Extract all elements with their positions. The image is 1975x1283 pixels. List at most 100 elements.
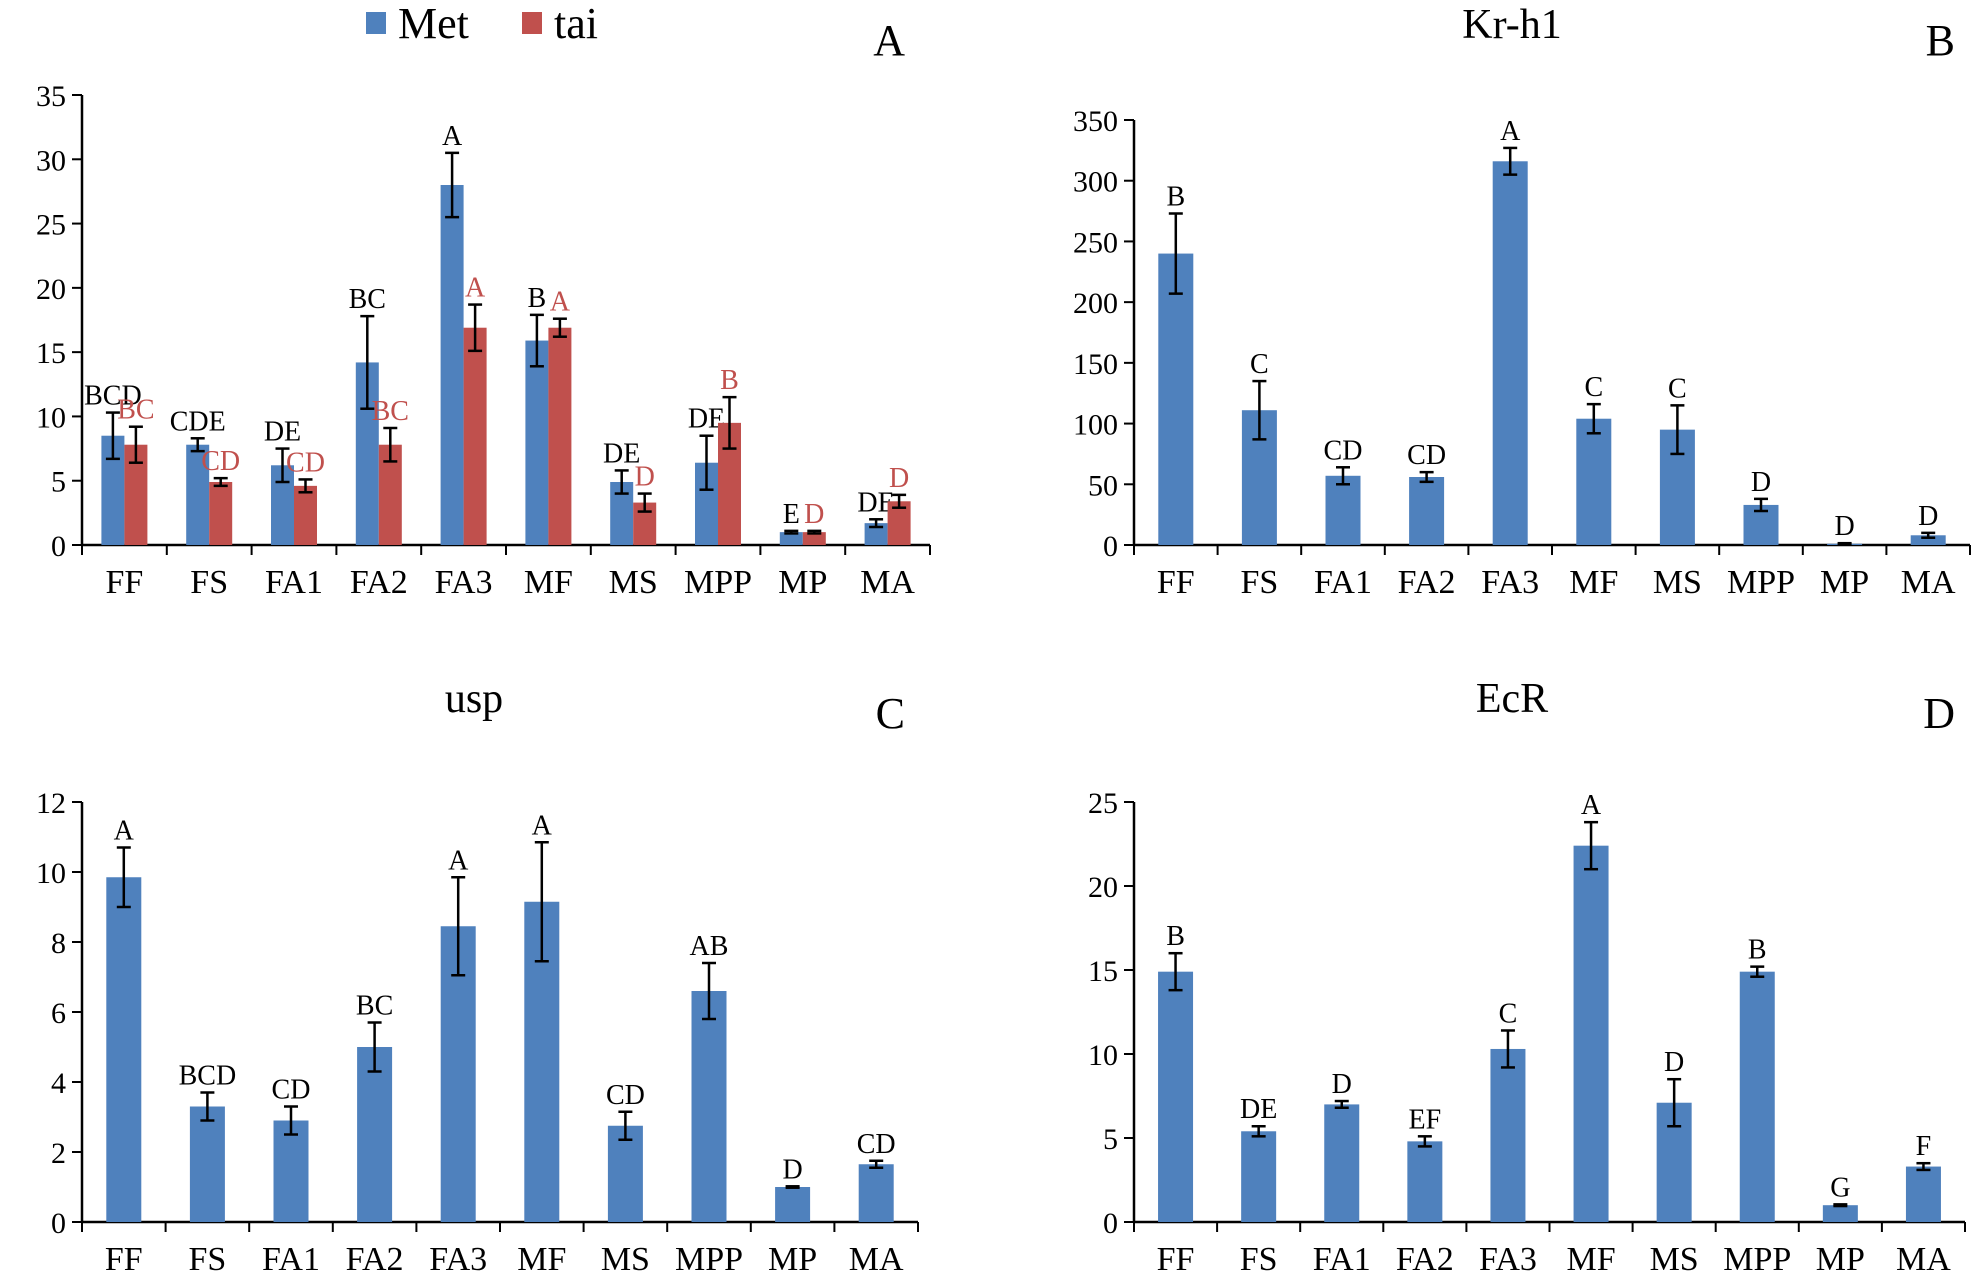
data-label: C [1668,373,1687,404]
x-tick-label: MA [1896,1241,1951,1278]
bar [273,1120,309,1222]
data-label: B [528,283,547,314]
y-tick-label: 5 [51,466,66,499]
x-tick-label: MPP [1727,564,1795,601]
bar [1739,971,1775,1222]
data-label: EF [1409,1104,1442,1135]
data-label: DE [603,438,640,469]
bar [610,482,634,545]
bar [1492,161,1528,546]
x-tick-label: FA1 [262,1241,320,1278]
y-tick-label: 0 [51,530,66,563]
bar [357,1047,393,1222]
legend-swatch-met [366,12,386,34]
bar [106,877,142,1222]
panel-letter: A [873,16,905,65]
data-label: B [1166,921,1185,952]
x-tick-label: MP [778,564,827,601]
panel-title: EcR [1476,676,1548,722]
data-label: D [1834,511,1854,542]
x-tick-label: FS [1240,564,1278,601]
panel-letter: D [1923,689,1955,738]
x-tick-label: MA [849,1241,904,1278]
x-tick-label: FF [1157,1241,1195,1278]
x-tick-label: MA [1901,564,1956,601]
x-tick-label: MS [609,564,658,601]
y-tick-label: 8 [51,927,66,960]
bar [1325,475,1361,545]
data-label: CD [1407,440,1446,471]
y-tick-label: 350 [1073,105,1118,138]
data-label: CD [606,1080,645,1111]
bar [858,1164,894,1222]
data-label: A [448,845,469,876]
y-tick-label: 300 [1073,166,1118,199]
data-label: BC [356,991,393,1022]
y-tick-label: 15 [36,337,66,370]
y-tick-label: 2 [51,1137,66,1170]
bar [463,327,487,545]
data-label: BC [349,284,386,315]
y-tick-label: 10 [1088,1039,1118,1072]
bar [209,482,233,545]
data-label: C [1584,372,1603,403]
y-tick-label: 0 [51,1207,66,1240]
y-tick-label: 250 [1073,226,1118,259]
x-tick-label: FA1 [265,564,323,601]
data-label: D [804,499,824,530]
y-tick-label: 20 [1088,871,1118,904]
data-label: D [635,462,655,493]
x-tick-label: FA2 [350,564,408,601]
x-tick-label: MP [1820,564,1869,601]
y-tick-label: 25 [36,209,66,242]
panel-a: A 0 5 10 15 20 25 30 35 FF FS FA1 FA2 FA3 MF MS MPP MP MA B… [36,16,931,601]
x-tick-label: MP [1816,1241,1865,1278]
bar [378,444,402,545]
data-label: A [1500,116,1521,147]
data-label: D [1918,501,1938,532]
bar [775,1187,811,1222]
bar [101,435,125,545]
y-tick-label: 200 [1073,287,1118,320]
legend-label-tai: tai [554,0,598,48]
y-tick-label: 35 [36,80,66,113]
y-tick-label: 10 [36,857,66,890]
data-label: B [720,365,739,396]
y-tick-label: 100 [1073,409,1118,442]
data-label: CD [857,1129,896,1160]
bar [548,327,572,545]
data-label: CD [201,446,240,477]
data-label: C [1250,349,1269,380]
bar [1490,1048,1526,1222]
bar [779,532,803,545]
x-tick-label: FF [105,1241,143,1278]
data-label: BCD [179,1061,237,1092]
x-tick-label: FA2 [1396,1241,1454,1278]
bar [695,462,718,545]
x-tick-label: MPP [675,1241,743,1278]
x-tick-label: FS [188,1241,226,1278]
x-tick-label: FA1 [1313,1241,1371,1278]
panel-letter: C [876,689,905,738]
x-tick-label: MS [1653,564,1702,601]
data-label: CD [272,1075,311,1106]
legend-swatch-tai [522,12,542,34]
x-tick-label: FA2 [1398,564,1456,601]
x-tick-label: FA3 [435,564,493,601]
y-tick-label: 12 [36,787,66,820]
x-tick-label: FS [1240,1241,1278,1278]
data-label: BC [372,396,409,427]
x-tick-label: MF [1566,1241,1615,1278]
bar [1910,535,1946,545]
y-tick-label: 20 [36,273,66,306]
bar [525,340,549,545]
x-tick-label: MF [524,564,573,601]
data-label: D [1751,467,1771,498]
data-label: A [550,287,571,318]
panel-d: EcR D 0 5 10 15 20 25 FF FS FA1 FA2 FA3 MF MS MPP MP MA B D… [1088,676,1966,1278]
x-tick-label: MPP [1723,1241,1791,1278]
data-label: C [1499,998,1518,1029]
x-tick-label: MF [517,1241,566,1278]
data-label: E [783,499,800,530]
